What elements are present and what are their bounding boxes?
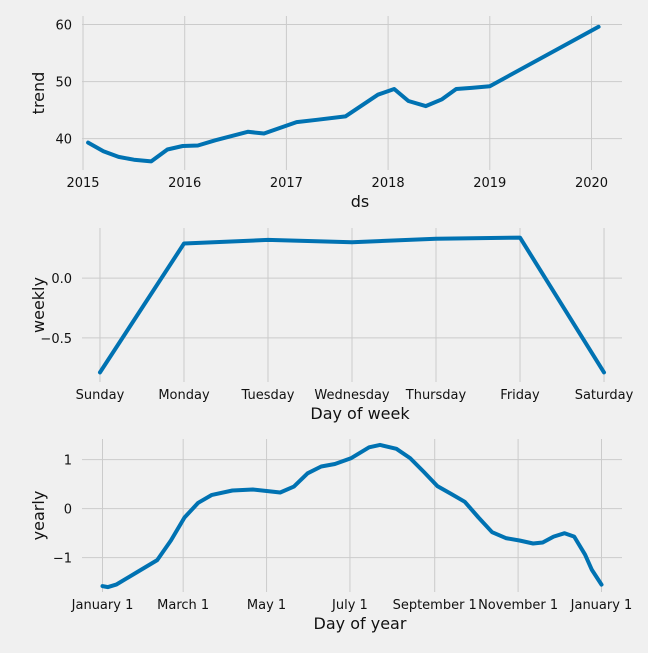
x-tick-labels: 2015 2016 2017 2018 2019 2020 xyxy=(66,176,608,191)
x-tick-label: Sunday xyxy=(76,388,125,403)
x-tick-label: Saturday xyxy=(575,388,634,403)
x-tick-label: 2018 xyxy=(372,176,405,191)
x-tick-label: 2016 xyxy=(168,176,201,191)
x-tick-label: 2020 xyxy=(575,176,608,191)
x-tick-label: Monday xyxy=(158,388,210,403)
y-tick-label: 50 xyxy=(55,76,72,91)
x-tick-label: Wednesday xyxy=(314,388,390,403)
x-tick-label: 2019 xyxy=(473,176,506,191)
x-tick-label: September 1 xyxy=(393,598,477,613)
x-tick-label: Tuesday xyxy=(241,388,295,403)
panel-trend: 2015 2016 2017 2018 2019 2020 40 50 60 ds trend xyxy=(29,16,622,211)
y-tick-labels: 40 50 60 xyxy=(55,19,72,148)
x-axis-label: Day of week xyxy=(310,404,410,423)
y-axis-label: trend xyxy=(29,72,48,115)
y-tick-label: 60 xyxy=(55,19,72,34)
x-tick-label: January 1 xyxy=(71,598,134,613)
y-tick-label: 40 xyxy=(55,133,72,148)
x-tick-label: May 1 xyxy=(247,598,286,613)
x-tick-label: Thursday xyxy=(405,388,467,403)
x-axis-label: ds xyxy=(351,192,370,211)
x-tick-labels: January 1 March 1 May 1 July 1 September 1 No… xyxy=(71,598,633,613)
series-line-weekly xyxy=(98,235,606,375)
gridlines xyxy=(82,439,622,592)
x-tick-label: 2017 xyxy=(270,176,303,191)
panel-weekly: Sunday Monday Tuesday Wednesday Thursday Frid… xyxy=(29,228,634,423)
series-line-trend xyxy=(86,24,601,164)
x-tick-label: March 1 xyxy=(157,598,209,613)
y-tick-labels: 1 0 −1 xyxy=(53,454,72,567)
y-tick-label: −1 xyxy=(53,552,72,567)
y-tick-labels: 0.0 −0.5 xyxy=(40,272,72,347)
y-tick-label: 1 xyxy=(64,454,72,469)
panel-yearly: January 1 March 1 May 1 July 1 September 1 No… xyxy=(29,439,632,633)
x-tick-label: Friday xyxy=(500,388,540,403)
x-tick-label: November 1 xyxy=(478,598,558,613)
series-line-yearly xyxy=(100,442,604,590)
x-tick-label: July 1 xyxy=(331,598,368,613)
gridlines xyxy=(82,228,622,382)
y-axis-label: weekly xyxy=(29,277,48,333)
y-tick-label: 0 xyxy=(64,503,72,518)
x-tick-label: January 1 xyxy=(570,598,633,613)
x-tick-label: 2015 xyxy=(66,176,99,191)
x-axis-label: Day of year xyxy=(314,614,407,633)
y-tick-label: 0.0 xyxy=(51,272,72,287)
y-tick-label: −0.5 xyxy=(40,332,72,347)
y-axis-label: yearly xyxy=(29,491,48,541)
x-tick-labels: Sunday Monday Tuesday Wednesday Thursday Frid… xyxy=(76,388,634,403)
gridlines xyxy=(82,16,622,170)
